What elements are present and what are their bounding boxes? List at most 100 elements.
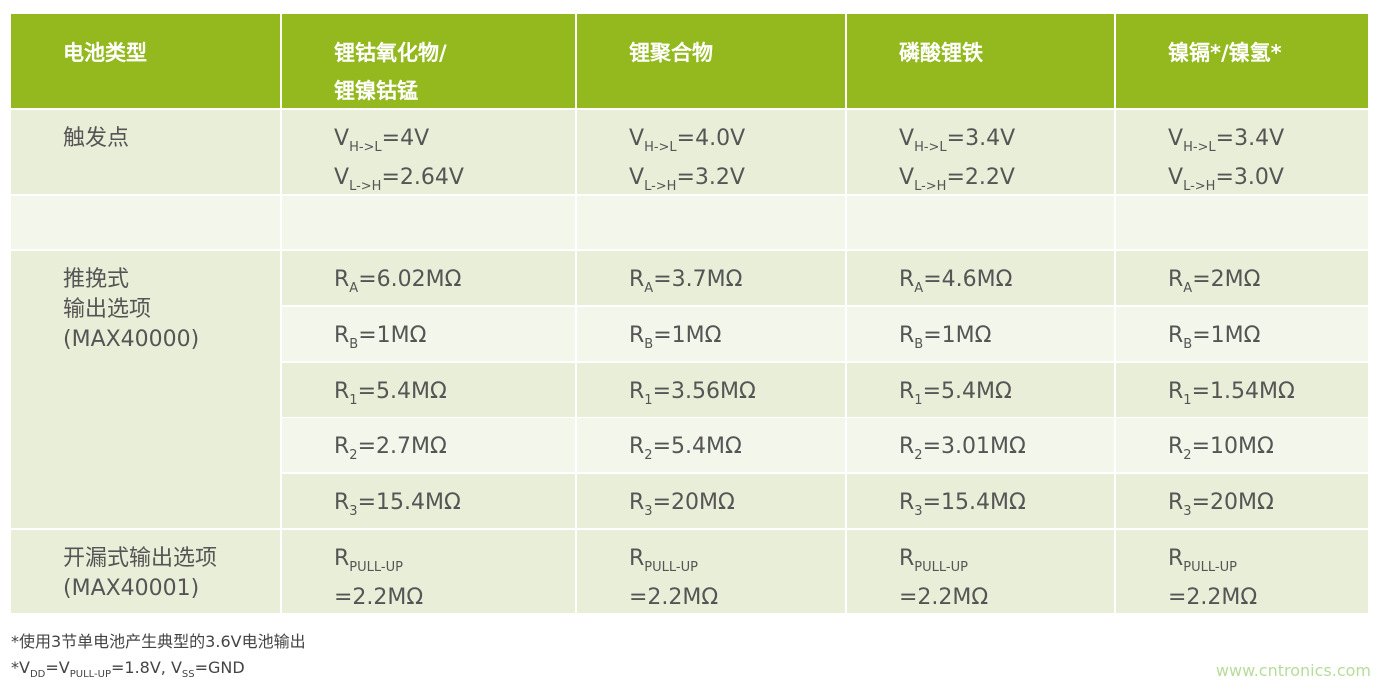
empty-cell xyxy=(847,196,1114,249)
header-cell: 锂钴氧化物/ 锂镍钴锰 xyxy=(282,14,575,108)
sym: R xyxy=(629,267,645,292)
header-cell: 镍镉*/镍氢* xyxy=(1116,14,1368,108)
value: =10MΩ xyxy=(1191,434,1274,459)
value: =15.4MΩ xyxy=(357,490,461,515)
value: =20MΩ xyxy=(1191,490,1274,515)
sym: R xyxy=(334,490,350,515)
value: =3.4V xyxy=(1215,126,1285,151)
sub: A xyxy=(644,281,654,296)
sym: R xyxy=(334,267,350,292)
sym: V xyxy=(334,126,350,151)
sub: B xyxy=(349,337,359,352)
fn-part: =GND xyxy=(194,658,245,677)
trigger-value: VH->L=3.4V VL->H=2.2V xyxy=(847,110,1114,194)
sub: B xyxy=(644,337,654,352)
sym: R xyxy=(629,434,645,459)
sym: R xyxy=(899,379,915,404)
sym: R xyxy=(1168,546,1184,571)
resistor-value: RB=1MΩ xyxy=(282,307,575,361)
resistor-value: RB=1MΩ xyxy=(1116,307,1368,361)
sym: R xyxy=(629,490,645,515)
sub: L->H xyxy=(349,179,382,194)
value: =5.4MΩ xyxy=(652,434,742,459)
footnote-1: *使用3节单电池产生典型的3.6V电池输出 xyxy=(11,632,306,651)
sym: R xyxy=(899,490,915,515)
header-label: 锂聚合物 xyxy=(629,41,713,65)
resistor-value: R3=15.4MΩ xyxy=(847,474,1114,528)
sym: R xyxy=(899,323,915,348)
sub: 2 xyxy=(1183,448,1192,463)
header-cell: 锂聚合物 xyxy=(577,14,845,108)
value: =3.0V xyxy=(1215,165,1284,190)
resistor-value: R1=5.4MΩ xyxy=(282,363,575,417)
sub: 2 xyxy=(644,448,653,463)
value: =20MΩ xyxy=(652,490,735,515)
sub: 1 xyxy=(644,393,653,408)
footnote-2: *VDD=VPULL-UP=1.8V, VSS=GND xyxy=(11,658,245,680)
sym: R xyxy=(1168,323,1184,348)
sub: PULL-UP xyxy=(644,560,698,575)
trigger-value: VH->L=3.4V VL->H=3.0V xyxy=(1116,110,1368,194)
sub: 3 xyxy=(1183,504,1192,519)
sym: R xyxy=(899,434,915,459)
header-label: 锂钴氧化物/ 锂镍钴锰 xyxy=(334,41,447,103)
sub: L->H xyxy=(1183,179,1216,194)
resistor-value: RB=1MΩ xyxy=(847,307,1114,361)
header-label: 电池类型 xyxy=(63,41,147,65)
sub: 3 xyxy=(914,504,923,519)
resistor-value: RA=2MΩ xyxy=(1116,251,1368,305)
sym: R xyxy=(899,267,915,292)
sub: 2 xyxy=(349,448,358,463)
empty-cell xyxy=(1116,196,1368,249)
fn-sub: DD xyxy=(29,669,46,680)
resistor-value: R1=5.4MΩ xyxy=(847,363,1114,417)
row-label-trigger: 触发点 xyxy=(11,110,280,194)
sub: A xyxy=(1183,281,1193,296)
sym: V xyxy=(629,126,645,151)
resistor-value: R2=3.01MΩ xyxy=(847,418,1114,472)
pullup-value: RPULL-UP =2.2MΩ xyxy=(847,530,1114,613)
sym: V xyxy=(899,165,915,190)
label-line: 推挽式 xyxy=(63,267,130,292)
sub: L->H xyxy=(644,179,677,194)
sub: H->L xyxy=(914,140,947,155)
sym: V xyxy=(1168,165,1184,190)
sym: R xyxy=(1168,267,1184,292)
sub: 1 xyxy=(1183,393,1192,408)
sym: V xyxy=(1168,126,1184,151)
fn-part: =V xyxy=(45,658,70,677)
label-line: 输出选项 xyxy=(63,297,152,322)
value: =2.64V xyxy=(381,165,464,190)
value: =5.4MΩ xyxy=(357,379,447,404)
row-label-push-pull: 推挽式 输出选项 (MAX40000) xyxy=(11,251,280,528)
value: =2.2MΩ xyxy=(334,585,424,610)
header-cell: 磷酸锂铁 xyxy=(847,14,1114,108)
value: =3.4V xyxy=(946,126,1016,151)
sym: R xyxy=(629,379,645,404)
pullup-value: RPULL-UP =2.2MΩ xyxy=(577,530,845,613)
value: =2MΩ xyxy=(1192,267,1261,292)
fn-sub: SS xyxy=(181,669,195,680)
value: =3.01MΩ xyxy=(922,434,1026,459)
sym: R xyxy=(1168,379,1184,404)
sub: 1 xyxy=(349,393,358,408)
value: =1MΩ xyxy=(923,323,992,348)
sub: PULL-UP xyxy=(1183,560,1237,575)
value: =2.2MΩ xyxy=(629,585,719,610)
sub: A xyxy=(349,281,359,296)
resistor-value: R2=5.4MΩ xyxy=(577,418,845,472)
sub: 1 xyxy=(914,393,923,408)
sym: R xyxy=(1168,490,1184,515)
watermark: www.cntronics.com xyxy=(1215,661,1371,680)
value: =4V xyxy=(381,126,430,151)
sym: R xyxy=(899,546,915,571)
resistor-value: RB=1MΩ xyxy=(577,307,845,361)
resistor-value: R3=15.4MΩ xyxy=(282,474,575,528)
sub: H->L xyxy=(349,140,382,155)
trigger-value: VH->L=4.0V VL->H=3.2V xyxy=(577,110,845,194)
trigger-label: 触发点 xyxy=(63,126,130,151)
value: =15.4MΩ xyxy=(922,490,1026,515)
sub: PULL-UP xyxy=(914,560,968,575)
header-label: 磷酸锂铁 xyxy=(899,41,983,65)
value: =3.7MΩ xyxy=(653,267,743,292)
